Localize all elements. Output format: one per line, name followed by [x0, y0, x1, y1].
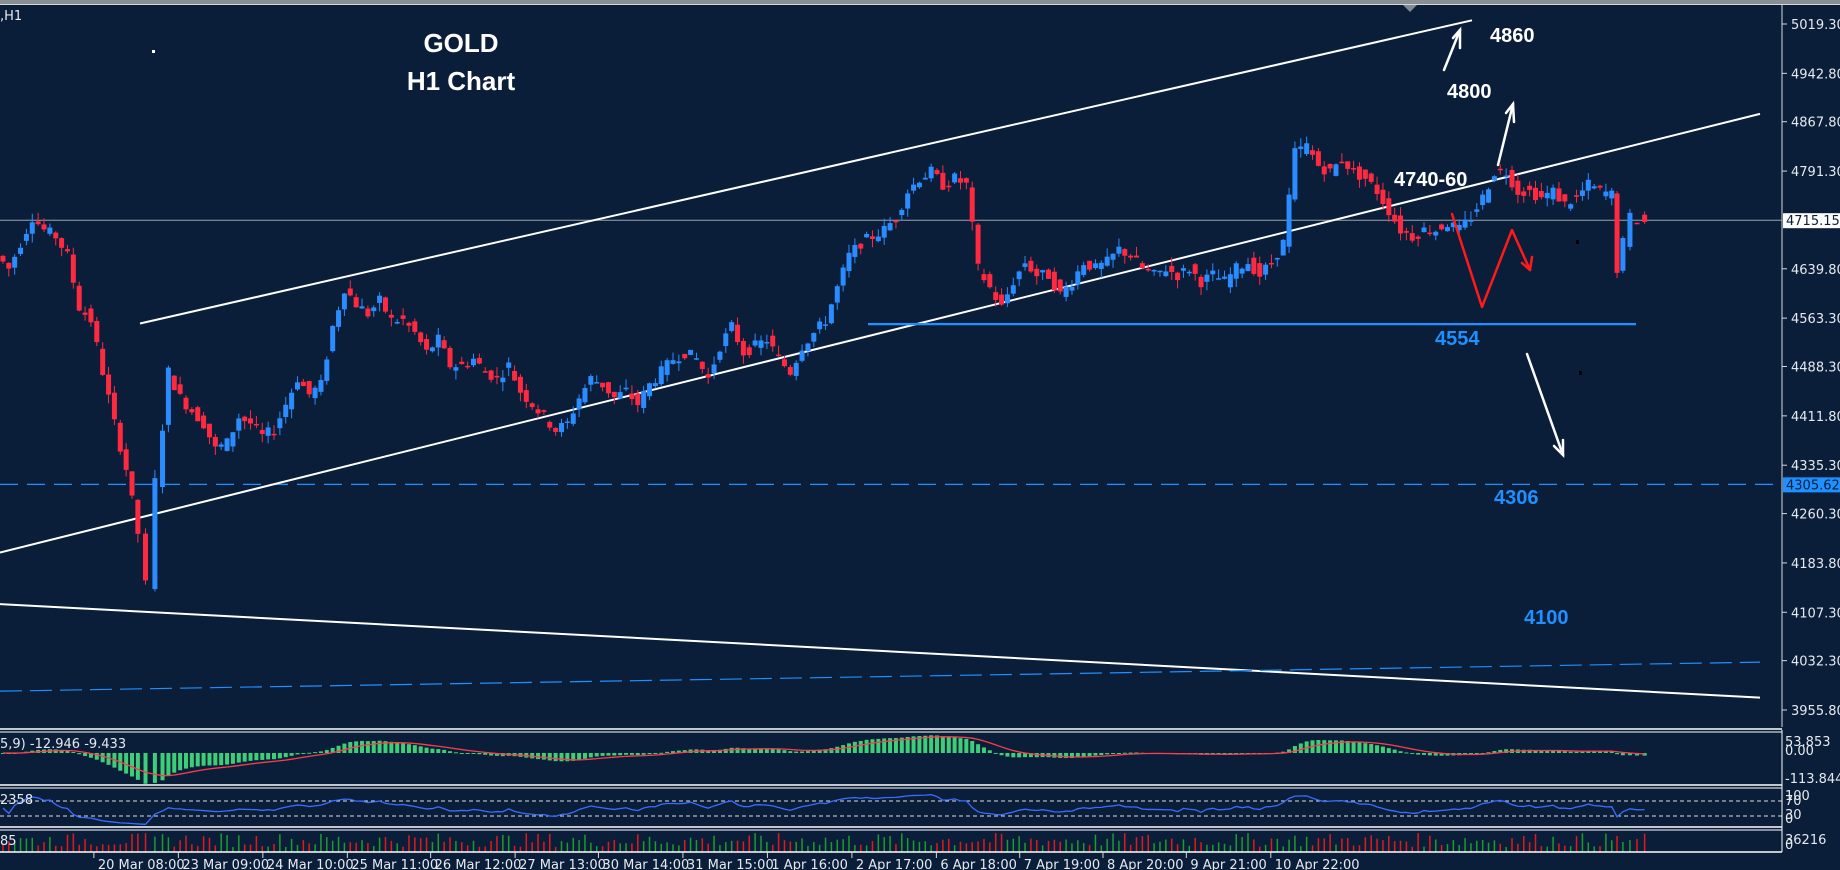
bullish-arrow-icon: [1442, 26, 1462, 72]
stray-dot: [1579, 371, 1582, 375]
window-timeframe-label: ,H1: [0, 9, 22, 24]
price-tick-label: 4107.30: [1791, 606, 1840, 621]
price-tick-label: 4563.30: [1791, 312, 1840, 327]
rsi-label: 2358: [0, 793, 33, 808]
marked-price-value: 4305.62: [1786, 478, 1840, 493]
bullish-arrow-icon: [1496, 100, 1516, 167]
time-tick-label: 20 Mar 08:00: [98, 858, 185, 870]
macd-axis-min: -113.844: [1785, 772, 1840, 787]
volume-label: 85: [0, 834, 17, 849]
time-tick-label: 2 Apr 17:00: [856, 858, 933, 870]
candlestick-series: [0, 136, 1648, 592]
current-price-badge: [1783, 213, 1840, 229]
time-tick-label: 24 Mar 10:00: [267, 858, 354, 870]
rsi-axis-30: 30: [1785, 808, 1802, 823]
marked-price-badge: [1783, 477, 1840, 493]
bearish-scenario-arrow-icon: [1450, 212, 1534, 309]
support-label-4554: 4554: [1435, 328, 1480, 350]
volume-panel[interactable]: 85 36216 0: [0, 829, 1826, 853]
rsi-axis-100: 100: [1785, 789, 1810, 804]
price-tick-label: 4411.80: [1791, 410, 1840, 425]
price-axis: 5019.30 4942.80 4867.80 4791.30 4639.80 4563.…: [1782, 18, 1840, 719]
price-tick-label: 4260.30: [1791, 508, 1840, 523]
time-tick-label: 26 Mar 12:00: [435, 858, 522, 870]
time-tick-label: 9 Apr 21:00: [1190, 858, 1267, 870]
price-tick-label: 4488.30: [1791, 361, 1840, 376]
support-label-4306: 4306: [1494, 487, 1539, 509]
price-tick-label: 4639.80: [1791, 263, 1840, 278]
price-tick-label: 4791.30: [1791, 165, 1840, 180]
price-tick-label: 4183.80: [1791, 557, 1840, 572]
stray-dot: [152, 50, 155, 53]
resistance-label-4800: 4800: [1447, 81, 1492, 103]
rsi-panel[interactable]: 2358 100 70 30 0: [0, 787, 1810, 828]
channel-upper-trendline[interactable]: [139, 19, 1473, 325]
window-top-border: [0, 0, 1840, 4]
volume-axis-zero: 0: [1785, 838, 1793, 853]
resistance-label-4860: 4860: [1490, 25, 1535, 47]
price-tick-label: 5019.30: [1791, 18, 1840, 33]
time-tick-label: 6 Apr 18:00: [940, 858, 1017, 870]
macd-axis-zero: 0.00: [1785, 744, 1814, 759]
time-tick-label: 7 Apr 19:00: [1024, 858, 1101, 870]
lower-dashed-trendline[interactable]: [0, 661, 1761, 692]
price-tick-label: 4032.30: [1791, 655, 1840, 670]
bearish-arrow-icon: [1525, 352, 1565, 459]
price-tick-label: 3955.80: [1791, 704, 1840, 719]
chart-shift-marker-icon[interactable]: [1403, 5, 1417, 12]
time-tick-label: 23 Mar 09:00: [182, 858, 269, 870]
price-tick-label: 4335.30: [1791, 459, 1840, 474]
time-tick-label: 31 Mar 15:00: [687, 858, 774, 870]
time-tick-label: 10 Apr 22:00: [1275, 858, 1360, 870]
price-tick-label: 4942.80: [1791, 67, 1840, 82]
time-tick-label: 8 Apr 20:00: [1107, 858, 1184, 870]
macd-axis-max: 53.853: [1785, 735, 1831, 750]
stray-dot: [1576, 240, 1579, 244]
time-tick-label: 30 Mar 14:00: [602, 858, 689, 870]
rsi-axis-70: 70: [1785, 794, 1802, 809]
channel-lower-trendline[interactable]: [0, 112, 1761, 554]
chart-title: GOLD: [423, 28, 498, 58]
time-tick-label: 27 Mar 13:00: [519, 858, 606, 870]
macd-panel[interactable]: 5,9) -12.946 -9.433 53.853 0.00 -113.844: [0, 728, 1840, 787]
time-tick-label: 25 Mar 11:00: [351, 858, 438, 870]
resistance-label-4740-60: 4740-60: [1394, 169, 1467, 191]
current-price-value: 4715.15: [1786, 214, 1840, 229]
chart-subtitle: H1 Chart: [407, 66, 516, 96]
rsi-axis-0: 0: [1785, 812, 1793, 827]
support-label-4100: 4100: [1524, 607, 1569, 629]
window-top-line: [0, 4, 1840, 5]
volume-axis-max: 36216: [1785, 833, 1826, 848]
price-tick-label: 4867.80: [1791, 116, 1840, 131]
time-tick-label: 1 Apr 16:00: [771, 858, 848, 870]
lower-trendline[interactable]: [0, 603, 1761, 699]
main-panel: [0, 5, 1782, 725]
macd-label: 5,9) -12.946 -9.433: [0, 737, 126, 752]
